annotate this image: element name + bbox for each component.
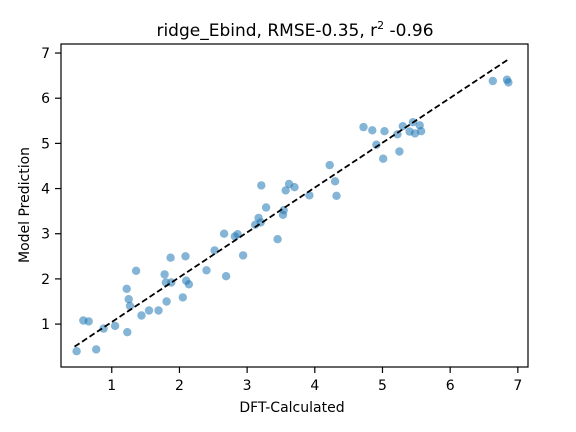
data-point xyxy=(279,206,288,215)
data-point xyxy=(181,252,190,261)
data-point xyxy=(124,295,133,304)
data-point xyxy=(92,345,101,354)
x-axis-label: DFT-Calculated xyxy=(239,400,344,416)
title-main: ridge_Ebind, RMSE-0.35, r xyxy=(156,21,377,41)
chart-title: ridge_Ebind, RMSE-0.35, r2 -0.96 xyxy=(156,19,433,41)
data-point xyxy=(137,311,146,320)
y-tick-label: 1 xyxy=(41,317,50,333)
data-point xyxy=(325,160,334,170)
plot-frame xyxy=(60,43,529,368)
data-point xyxy=(359,122,368,132)
title-superscript: 2 xyxy=(377,19,384,32)
data-point xyxy=(380,127,389,136)
data-point xyxy=(238,251,248,260)
data-point xyxy=(281,186,290,195)
data-point xyxy=(178,293,187,302)
data-point xyxy=(273,235,282,244)
x-tick-label: 2 xyxy=(175,378,184,394)
data-point xyxy=(125,301,135,311)
data-point xyxy=(84,317,93,326)
data-point xyxy=(305,191,314,200)
data-point xyxy=(416,127,426,136)
title-suffix: -0.96 xyxy=(384,21,433,41)
data-point xyxy=(257,181,266,190)
data-point xyxy=(166,253,175,262)
data-point xyxy=(395,147,404,156)
plot-area xyxy=(72,59,513,356)
y-tick-label: 2 xyxy=(41,272,50,288)
data-point xyxy=(330,177,340,186)
data-point xyxy=(379,154,388,163)
data-point xyxy=(160,270,169,279)
data-point xyxy=(110,321,120,331)
data-point xyxy=(210,246,219,255)
data-point xyxy=(488,76,497,86)
data-point xyxy=(123,328,132,337)
fit-line xyxy=(74,59,509,348)
x-tick-label: 3 xyxy=(243,378,252,394)
data-point xyxy=(368,126,377,135)
data-point xyxy=(290,183,299,192)
data-point xyxy=(162,297,171,306)
data-point xyxy=(221,272,231,281)
data-point xyxy=(372,140,381,149)
data-point xyxy=(504,78,513,87)
data-point xyxy=(122,284,131,293)
y-axis-label: Model Prediction xyxy=(17,147,33,263)
x-tick-label: 6 xyxy=(446,378,455,394)
x-tick-label: 1 xyxy=(107,378,116,394)
data-point xyxy=(154,306,163,315)
x-tick-label: 4 xyxy=(310,378,319,394)
data-point xyxy=(261,203,271,212)
y-tick-label: 3 xyxy=(41,227,50,243)
data-point xyxy=(131,266,141,275)
y-tick-label: 5 xyxy=(41,136,50,152)
data-point xyxy=(219,229,229,238)
y-tick-label: 7 xyxy=(41,46,50,62)
y-tick-label: 6 xyxy=(41,91,50,107)
data-point xyxy=(72,347,81,356)
data-point xyxy=(398,122,407,131)
data-point xyxy=(184,280,194,289)
axes: 1 2 3 4 5 6 7 1 2 3 4 5 6 7 xyxy=(41,43,529,394)
y-tick-label: 4 xyxy=(41,182,50,198)
x-tick-label: 5 xyxy=(378,378,387,394)
data-point xyxy=(332,191,341,200)
x-tick-label: 7 xyxy=(513,378,522,394)
data-point xyxy=(144,306,154,315)
data-point xyxy=(202,266,211,275)
